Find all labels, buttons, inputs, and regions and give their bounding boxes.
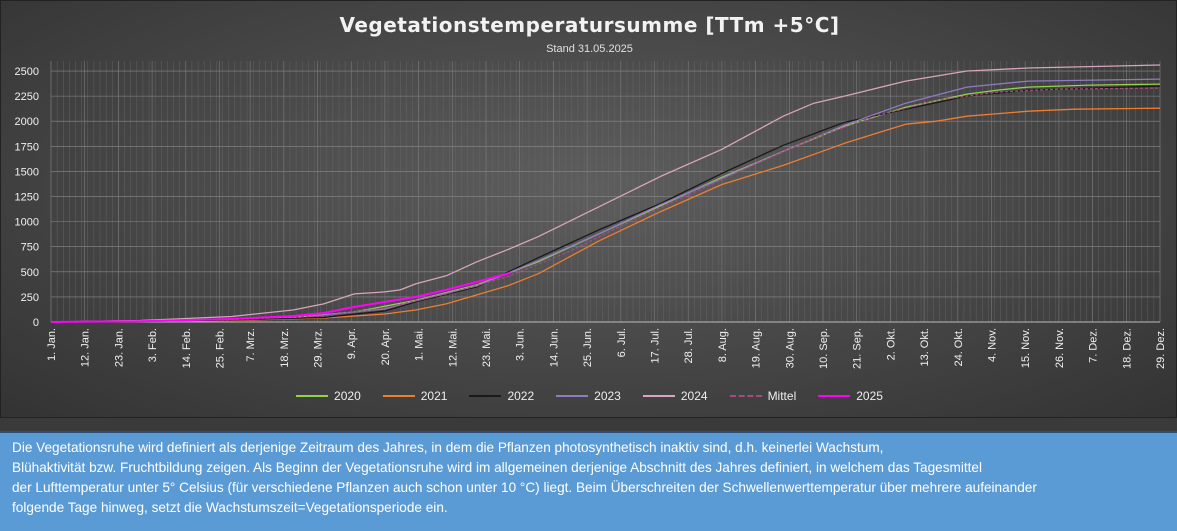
x-tick-label: 7. Mrz. — [245, 328, 257, 362]
x-tick-label: 1. Jan. — [46, 328, 58, 361]
y-tick-label: 250 — [21, 292, 39, 304]
legend-label: Mittel — [768, 389, 797, 403]
legend-item-2025: 2025 — [818, 389, 883, 403]
y-tick-label: 2000 — [15, 116, 39, 128]
legend: 2020 2021 2022 2023 2024 Mittel 2025 — [1, 389, 1177, 403]
y-tick-label: 1500 — [15, 166, 39, 178]
y-tick-label: 1000 — [15, 217, 39, 229]
series-line-mittel — [51, 88, 1160, 322]
legend-label: 2021 — [421, 389, 448, 403]
x-tick-label: 29. Mrz. — [313, 328, 325, 368]
legend-swatch — [556, 395, 588, 397]
x-tick-label: 1. Mai. — [414, 328, 426, 361]
legend-label: 2025 — [856, 389, 883, 403]
series-line-2021 — [51, 108, 1160, 322]
chart-panel: 0 250 500 750 1000 1250 1500 1750 2000 2250 2500 1… — [0, 0, 1177, 418]
description-line: Die Vegetationsruhe wird definiert als d… — [12, 438, 1165, 458]
y-tick-label: 500 — [21, 267, 39, 279]
series-line-2024 — [51, 65, 1160, 322]
x-tick-label: 14. Feb. — [181, 328, 193, 368]
chart-subtitle: Stand 31.05.2025 — [1, 43, 1177, 55]
x-tick-label: 3. Jun. — [515, 328, 527, 361]
legend-swatch — [818, 395, 850, 397]
x-tick-label: 21. Sep. — [852, 328, 864, 369]
x-tick-label: 18. Mrz. — [279, 328, 291, 368]
description-line: der Lufttemperatur unter 5° Celsius (für… — [12, 478, 1165, 498]
grid — [51, 61, 1160, 322]
y-tick-label: 1750 — [15, 141, 39, 153]
legend-swatch — [643, 395, 675, 397]
x-tick-label: 17. Jul. — [650, 328, 662, 363]
legend-item-2024: 2024 — [643, 389, 708, 403]
legend-label: 2023 — [594, 389, 621, 403]
legend-swatch — [296, 395, 328, 397]
x-tick-label: 28. Jul. — [683, 328, 695, 363]
x-tick-label: 6. Jul. — [616, 328, 628, 357]
legend-label: 2024 — [681, 389, 708, 403]
x-tick-label: 29. Dez. — [1155, 328, 1167, 369]
x-tick-label: 15. Nov. — [1020, 328, 1032, 368]
x-tick-label: 26. Nov. — [1054, 328, 1066, 368]
x-tick-label: 4. Nov. — [987, 328, 999, 362]
x-tick-label: 7. Dez. — [1088, 328, 1100, 363]
description-line: Blühaktivität bzw. Fruchtbildung zeigen.… — [12, 458, 1165, 478]
chart-title: Vegetationstemperatursumme [TTm +5°C] — [1, 13, 1177, 37]
y-tick-label: 750 — [21, 242, 39, 254]
legend-swatch — [469, 395, 501, 397]
x-tick-label: 12. Jan. — [80, 328, 92, 367]
legend-item-2021: 2021 — [383, 389, 448, 403]
x-tick-label: 14. Jun. — [548, 328, 560, 367]
x-tick-label: 10. Sep. — [818, 328, 830, 369]
series-line-2023 — [51, 79, 1160, 322]
x-tick-label: 25. Feb. — [214, 328, 226, 368]
x-tick-label: 24. Okt. — [953, 328, 965, 367]
x-axis-ticks: 1. Jan. 12. Jan. 23. Jan. 3. Feb. 14. Feb. 25… — [46, 328, 1167, 369]
legend-swatch — [383, 395, 415, 397]
y-tick-label: 2500 — [15, 66, 39, 78]
x-tick-label: 30. Aug. — [784, 328, 796, 368]
series-line-2025 — [51, 273, 511, 322]
y-axis-ticks: 0 250 500 750 1000 1250 1500 1750 2000 2250 2500 — [15, 66, 39, 329]
series-lines — [51, 65, 1160, 322]
x-tick-label: 2. Okt. — [885, 328, 897, 360]
x-tick-label: 20. Apr. — [380, 328, 392, 365]
y-tick-label: 2250 — [15, 91, 39, 103]
x-tick-label: 25. Jun. — [582, 328, 594, 367]
description-line: folgende Tage hinweg, setzt die Wachstum… — [12, 498, 1165, 518]
x-tick-label: 12. Mai. — [447, 328, 459, 367]
description-box: Die Vegetationsruhe wird definiert als d… — [0, 431, 1177, 531]
x-tick-label: 23. Mai. — [481, 328, 493, 367]
legend-item-2023: 2023 — [556, 389, 621, 403]
legend-label: 2022 — [507, 389, 534, 403]
chart-area: 0 250 500 750 1000 1250 1500 1750 2000 2250 2500 1… — [1, 1, 1177, 419]
x-tick-label: 23. Jan. — [113, 328, 125, 367]
x-tick-label: 19. Aug. — [751, 328, 763, 368]
legend-item-mittel: Mittel — [730, 389, 797, 403]
x-tick-label: 3. Feb. — [147, 328, 159, 362]
legend-label: 2020 — [334, 389, 361, 403]
x-tick-label: 13. Okt. — [919, 328, 931, 367]
y-tick-label: 0 — [33, 317, 39, 329]
x-tick-label: 9. Apr. — [346, 328, 358, 359]
legend-item-2020: 2020 — [296, 389, 361, 403]
x-tick-label: 8. Aug. — [717, 328, 729, 362]
y-tick-label: 1250 — [15, 192, 39, 204]
legend-item-2022: 2022 — [469, 389, 534, 403]
x-tick-label: 18. Dez. — [1121, 328, 1133, 369]
legend-swatch — [730, 395, 762, 397]
